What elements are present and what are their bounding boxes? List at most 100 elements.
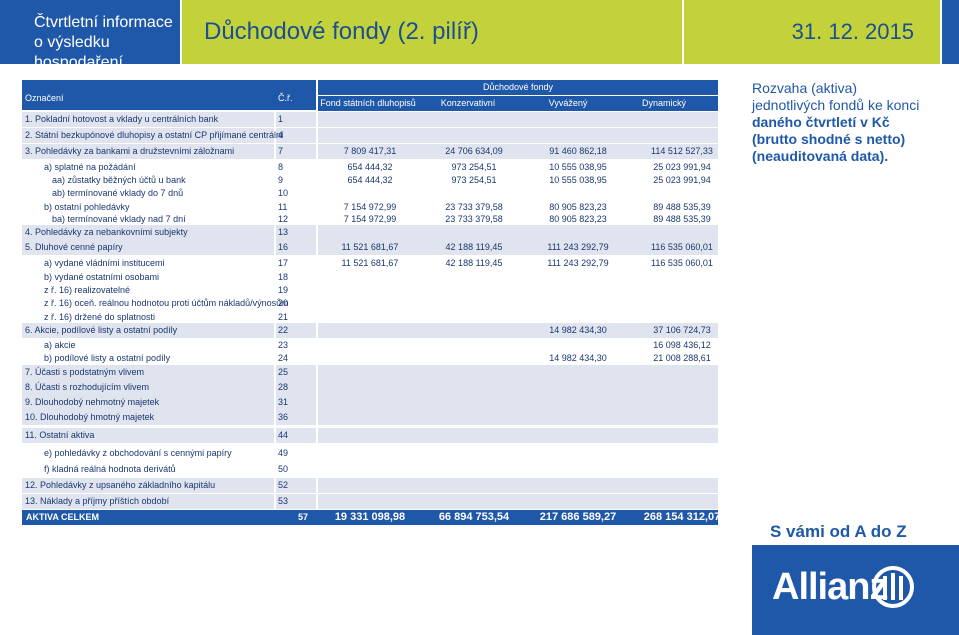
table-row: b) ostatní pohledávky 11 7 154 972,99 23 73… [22, 200, 718, 215]
total-value-3: 217 686 589,27 [539, 511, 617, 523]
row-number: 11 [278, 202, 288, 212]
date-bar: 31. 12. 2015 [684, 0, 940, 64]
row-value-3: 10 555 038,95 [549, 162, 607, 172]
row-value-2: 23 733 379,58 [445, 214, 503, 224]
fund-headers: Fond státních dluhopisů Konzervativní Vy… [318, 96, 718, 111]
row-number: 13 [278, 227, 289, 237]
side-note-line5: (neauditovaná data). [752, 148, 889, 164]
row-label: 7. Účasti s podstatným vlivem [25, 367, 145, 377]
row-value-1: 7 154 972,99 [343, 202, 397, 212]
allianz-eagle-icon [872, 566, 914, 608]
row-number: 17 [278, 258, 289, 268]
row-value-3: 80 905 823,23 [549, 214, 607, 224]
table-row: 4. Pohledávky za nebankovními subjekty 13 [22, 225, 718, 240]
row-number: 18 [278, 272, 289, 282]
table-row: z ř. 16) držené do splatnosti 21 [22, 310, 718, 325]
row-label: 1. Pokladní hotovost a vklady u centráln… [25, 114, 219, 124]
row-label: ba) termínované vklady nad 7 dní [52, 214, 186, 224]
fund-header-3: Vyvážený [548, 98, 588, 108]
report-type-line1: Čtvrtletní informace [34, 14, 173, 31]
fund-header-1: Fond státních dluhopisů [320, 98, 416, 108]
row-label: 6. Akcie, podílové listy a ostatní podíl… [25, 325, 178, 335]
title-bar: Důchodové fondy (2. pilíř) [182, 0, 682, 64]
row-number: 12 [278, 214, 289, 224]
row-value-1: 654 444,32 [347, 162, 393, 172]
row-label: 9. Dlouhodobý nehmotný majetek [25, 397, 160, 407]
row-number: 49 [278, 448, 289, 458]
row-value-4: 89 488 535,39 [653, 202, 711, 212]
row-value-4: 25 023 991,94 [653, 162, 711, 172]
row-label: a) splatné na požádání [44, 162, 136, 172]
table-row: z ř. 16) oceň. reálnou hodnotou proti úč… [22, 296, 718, 311]
row-label: 8. Účasti s rozhodujícím vlivem [25, 382, 150, 392]
row-value-1: 11 521 681,67 [341, 258, 399, 268]
total-row: AKTIVA CELKEM 57 19 331 098,98 66 894 75… [22, 510, 720, 525]
table-row: ab) termínované vklady do 7 dnů 10 [22, 186, 718, 201]
total-label: AKTIVA CELKEM [26, 512, 99, 522]
row-number: 53 [278, 496, 289, 506]
row-value-3: 80 905 823,23 [549, 202, 607, 212]
table-row: 7. Účasti s podstatným vlivem 25 [22, 365, 718, 380]
row-value-2: 23 733 379,58 [445, 202, 503, 212]
total-value-1: 19 331 098,98 [334, 511, 406, 523]
row-number: 10 [278, 188, 289, 198]
row-label: 13. Náklady a příjmy příštích období [25, 496, 170, 506]
row-label: a) vydané vládními institucemi [44, 258, 165, 268]
table-row: 11. Ostatní aktiva 44 [22, 428, 718, 443]
row-number: 21 [278, 312, 289, 322]
col-group-header: Důchodové fondy [318, 80, 718, 95]
row-value-3: 111 243 292,79 [547, 242, 609, 252]
row-value-4: 114 512 527,33 [651, 146, 713, 156]
row-number: 36 [278, 412, 289, 422]
header-stripe [942, 0, 959, 64]
row-value-2: 973 254,51 [451, 175, 497, 185]
allianz-logo-text: Allianz [772, 566, 888, 608]
table-row: 9. Dlouhodobý nehmotný majetek 31 [22, 395, 718, 410]
side-note: Rozvaha (aktiva) jednotlivých fondů ke k… [752, 80, 952, 165]
row-number: 52 [278, 480, 289, 490]
row-label: f) kladná reálná hodnota derivátů [44, 464, 176, 474]
row-number: 25 [278, 367, 289, 377]
table-row: a) vydané vládními institucemi 17 11 521 6… [22, 256, 718, 271]
row-number: 19 [278, 285, 289, 295]
table-row: 6. Akcie, podílové listy a ostatní podíl… [22, 323, 718, 338]
row-value-2: 42 188 119,45 [445, 242, 503, 252]
row-value-4: 116 535 060,01 [651, 258, 713, 268]
row-number: 28 [278, 382, 289, 392]
row-number: 50 [278, 464, 289, 474]
table-row: 5. Dluhové cenné papíry 16 11 521 681,67 42… [22, 240, 718, 255]
row-value-4: 89 488 535,39 [653, 214, 711, 224]
row-label: ab) termínované vklady do 7 dnů [52, 188, 184, 198]
row-value-2: 42 188 119,45 [445, 258, 503, 268]
fund-header-2: Konzervativní [440, 98, 496, 108]
table-row: 3. Pohledávky za bankami a družstevními … [22, 144, 718, 159]
row-label: b) podílové listy a ostatní podíly [44, 353, 171, 363]
side-note-line3: daného čtvrtletí v Kč [752, 114, 890, 130]
total-value-2: 66 894 753,54 [438, 511, 510, 523]
table-row: a) splatné na požádání 8 654 444,32 973 254… [22, 160, 718, 175]
row-label: 12. Pohledávky z upsaného základního kap… [25, 480, 216, 490]
row-number: 24 [278, 353, 289, 363]
row-number: 4 [278, 130, 284, 140]
table-row: b) vydané ostatními osobami 18 [22, 270, 718, 285]
row-number: 23 [278, 340, 289, 350]
row-label: z ř. 16) držené do splatnosti [44, 312, 156, 322]
row-number: 16 [278, 242, 289, 252]
tagline: S vámi od A do Z [770, 522, 907, 541]
row-label: b) ostatní pohledávky [44, 202, 130, 212]
row-number: 31 [278, 397, 289, 407]
row-value-1: 654 444,32 [347, 175, 393, 185]
row-value-1: 7 154 972,99 [343, 214, 397, 224]
row-number: 20 [278, 298, 289, 308]
side-note-line2: jednotlivých fondů ke konci [752, 97, 920, 113]
row-label: z ř. 16) oceň. reálnou hodnotou proti úč… [44, 298, 289, 308]
row-label: 5. Dluhové cenné papíry [25, 242, 123, 252]
report-type-line2: o výsledku hospodaření [34, 34, 123, 71]
col-header-label: Označení [22, 80, 274, 110]
report-type-box: Čtvrtletní informace o výsledku hospodař… [0, 0, 180, 71]
total-value-4: 268 154 312,07 [643, 511, 721, 523]
row-label: 4. Pohledávky za nebankovními subjekty [25, 227, 188, 237]
row-label: 10. Dlouhodobý hmotný majetek [25, 412, 155, 422]
page-title: Důchodové fondy (2. pilíř) [204, 18, 479, 45]
row-value-3: 91 460 862,18 [549, 146, 607, 156]
